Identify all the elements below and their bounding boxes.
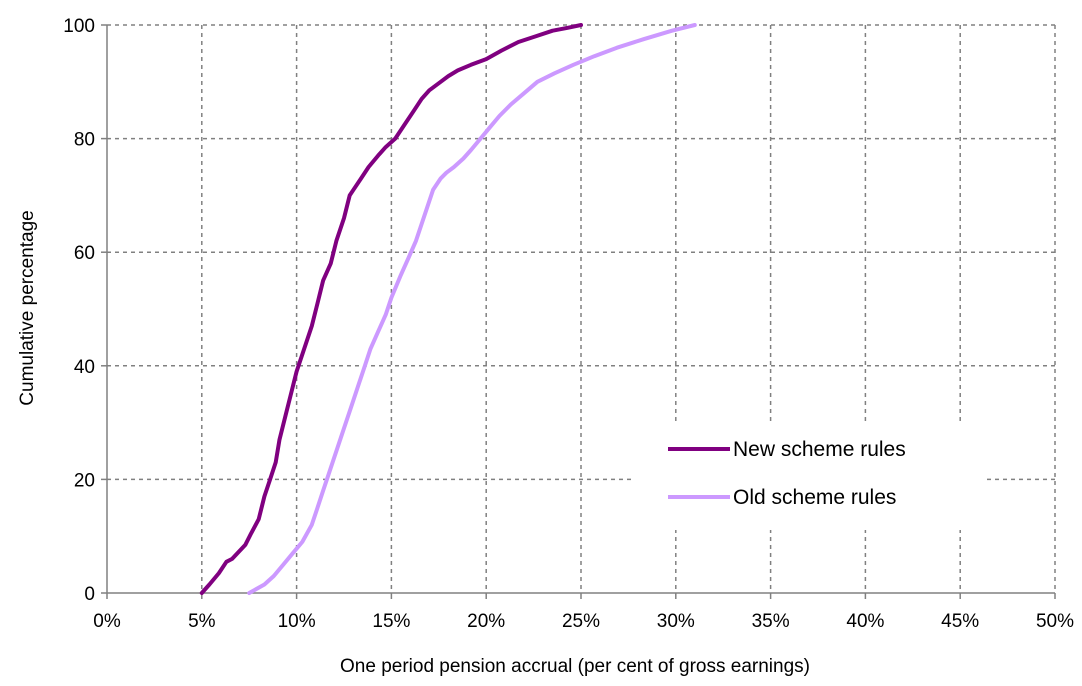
y-axis-title: Cumulative percentage [17, 210, 38, 405]
series-line-old-scheme [247, 23, 697, 595]
x-tick-label: 45% [941, 611, 979, 632]
x-tick-label: 25% [562, 611, 600, 632]
x-tick-label: 20% [467, 611, 505, 632]
y-tick-label: 20 [74, 470, 95, 491]
legend-box [635, 425, 985, 530]
axis-titles: One period pension accrual (per cent of … [17, 210, 810, 677]
x-tick-label: 15% [372, 611, 410, 632]
x-axis-title: One period pension accrual (per cent of … [340, 656, 810, 677]
legend: New scheme rules Old scheme rules [635, 425, 985, 530]
x-tick-label: 50% [1036, 611, 1074, 632]
x-tick-label: 10% [278, 611, 316, 632]
legend-label: New scheme rules [733, 438, 906, 461]
tick-labels: 0 20 40 60 80 100 0% 5% 10% 15% 20% 25% 30% 35% 40% 45%… [63, 16, 1074, 632]
y-tick-label: 80 [74, 130, 95, 151]
y-tick-label: 100 [63, 16, 95, 37]
series-line-new-scheme [199, 23, 583, 595]
x-tick-label: 30% [657, 611, 695, 632]
y-tick-label: 60 [74, 243, 95, 264]
legend-label: Old scheme rules [733, 486, 896, 509]
series-lines [199, 23, 697, 595]
x-tick-label: 0% [93, 611, 121, 632]
y-tick-label: 40 [74, 357, 95, 378]
y-tick-label: 0 [84, 584, 95, 605]
x-tick-label: 40% [846, 611, 884, 632]
x-tick-label: 35% [752, 611, 790, 632]
axes [101, 24, 1056, 599]
x-tick-label: 5% [188, 611, 216, 632]
